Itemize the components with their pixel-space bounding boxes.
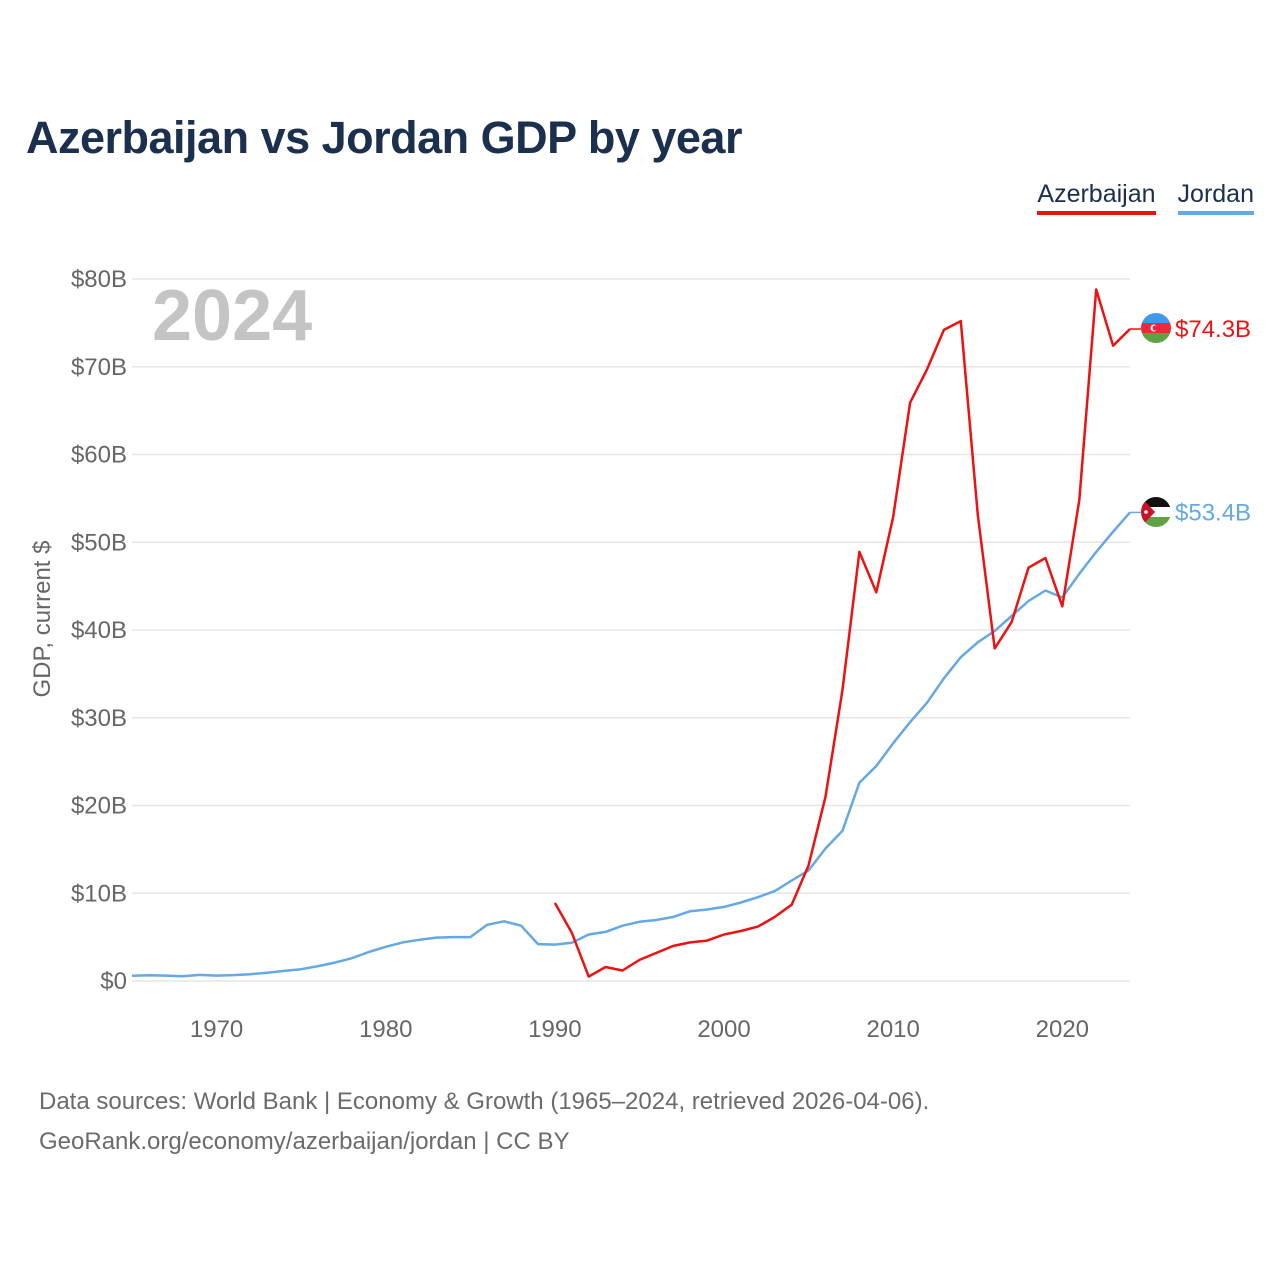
x-tick-label: 1990: [528, 1016, 581, 1043]
y-tick-label: $30B: [71, 705, 127, 732]
y-tick-label: $10B: [71, 880, 127, 907]
end-labels: $53.4B $74.3B: [1175, 316, 1251, 526]
x-axis-ticks: 1970 1980 1990 2000 2010 2020: [190, 1016, 1089, 1043]
attribution-text: GeoRank.org/economy/azerbaijan/jordan | …: [39, 1128, 570, 1155]
footer: Data sources: World Bank | Economy & Gro…: [39, 1082, 929, 1162]
x-tick-label: 2010: [866, 1016, 919, 1043]
legend-item-jordan[interactable]: Jordan: [1177, 180, 1254, 215]
series-lines: [131, 288, 1141, 978]
x-tick-label: 2020: [1036, 1016, 1089, 1043]
series-line-jordan: [131, 511, 1131, 978]
x-tick-label: 1980: [359, 1016, 412, 1043]
legend: Azerbaijan Jordan: [1037, 180, 1254, 215]
y-tick-label: $70B: [71, 354, 127, 381]
x-tick-label: 1970: [190, 1016, 243, 1043]
y-tick-label: $50B: [71, 529, 127, 556]
y-tick-label: $40B: [71, 617, 127, 644]
y-tick-label: $20B: [71, 793, 127, 820]
gridlines: [132, 278, 1130, 982]
data-sources-text: Data sources: World Bank | Economy & Gro…: [39, 1088, 930, 1115]
y-axis-label: GDP, current $: [29, 541, 56, 698]
y-tick-label: $80B: [71, 266, 127, 293]
series-line-azerbaijan: [553, 288, 1131, 978]
azerbaijan-flag-icon: [1141, 313, 1171, 343]
year-watermark: 2024: [152, 276, 312, 356]
legend-item-azerbaijan[interactable]: Azerbaijan: [1037, 180, 1156, 215]
jordan-flag-icon: [1141, 497, 1171, 527]
chart-title: Azerbaijan vs Jordan GDP by year: [26, 112, 742, 163]
end-label-jordan: $53.4B: [1175, 499, 1251, 526]
y-axis-ticks: $0 $10B $20B $30B $40B $50B $60B $70B $80B: [71, 266, 127, 995]
line-chart: $0$10B$20B$30B$40B$50B$60B$70B$80B 1970 1…: [29, 266, 1251, 1043]
x-tick-label: 2000: [697, 1016, 750, 1043]
y-tick-label: $60B: [71, 442, 127, 469]
y-tick-label: $0: [100, 968, 127, 995]
end-label-azerbaijan: $74.3B: [1175, 316, 1251, 343]
